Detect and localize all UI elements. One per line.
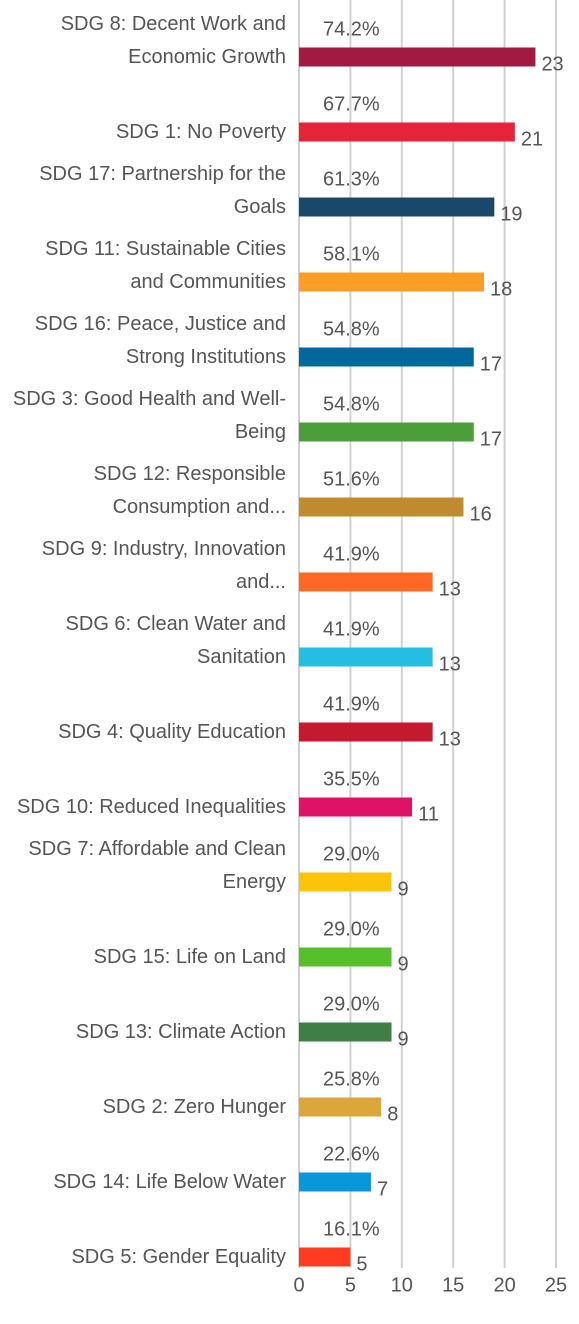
category-label: SDG 11: Sustainable Cities and Communiti… <box>45 237 286 293</box>
category-label: SDG 4: Quality Education <box>58 720 286 743</box>
bar <box>299 497 464 517</box>
category-label: SDG 2: Zero Hunger <box>102 1095 286 1118</box>
value-label: 17 <box>480 353 502 375</box>
bar <box>299 122 515 142</box>
category-label: SDG 13: Climate Action <box>75 1020 286 1043</box>
percent-label: 58.1% <box>323 243 380 265</box>
percent-label: 35.5% <box>323 768 380 790</box>
percent-label: 25.8% <box>323 1068 380 1090</box>
category-label: SDG 8: Decent Work and Economic Growth <box>60 12 286 68</box>
value-label: 13 <box>439 653 461 675</box>
percent-label: 67.7% <box>323 93 380 115</box>
category-label: SDG 12: Responsible Consumption and... <box>93 462 286 518</box>
value-label: 9 <box>398 953 409 975</box>
percent-label: 29.0% <box>323 918 380 940</box>
percent-label: 74.2% <box>323 18 380 40</box>
percent-label: 29.0% <box>323 993 380 1015</box>
category-label: SDG 3: Good Health and Well-Being <box>12 387 286 443</box>
percent-label: 41.9% <box>323 618 380 640</box>
value-label: 16 <box>469 503 491 525</box>
x-tick-label: 0 <box>293 1274 304 1296</box>
percent-label: 41.9% <box>323 693 380 715</box>
bar <box>299 1022 392 1042</box>
bar <box>299 647 433 667</box>
value-label: 9 <box>398 878 409 900</box>
category-label: SDG 6: Clean Water and Sanitation <box>65 612 286 668</box>
bar <box>299 947 392 967</box>
x-tick-label: 25 <box>545 1274 567 1296</box>
value-label: 21 <box>521 128 543 150</box>
bar <box>299 1097 382 1117</box>
bar <box>299 272 485 292</box>
value-label: 18 <box>490 278 512 300</box>
value-label: 13 <box>439 578 461 600</box>
bar <box>299 722 433 742</box>
value-label: 23 <box>541 53 563 75</box>
bar <box>299 797 413 817</box>
category-label: SDG 9: Industry, Innovation and... <box>41 537 286 593</box>
x-tick-label: 20 <box>493 1274 515 1296</box>
x-tick-label: 5 <box>345 1274 356 1296</box>
percent-label: 22.6% <box>323 1143 380 1165</box>
x-tick-label: 15 <box>442 1274 464 1296</box>
bar <box>299 47 536 67</box>
value-label: 5 <box>356 1253 367 1275</box>
value-label: 11 <box>418 803 439 825</box>
x-tick-label: 10 <box>391 1274 413 1296</box>
value-label: 9 <box>398 1028 409 1050</box>
value-label: 17 <box>480 428 502 450</box>
percent-label: 16.1% <box>323 1218 380 1240</box>
value-label: 19 <box>500 203 522 225</box>
bar <box>299 197 495 217</box>
value-label: 7 <box>377 1178 388 1200</box>
bar <box>299 872 392 892</box>
category-label: SDG 7: Affordable and Clean Energy <box>28 837 286 893</box>
bar <box>299 1172 371 1192</box>
value-label: 8 <box>387 1103 398 1125</box>
category-label: SDG 10: Reduced Inequalities <box>16 795 286 818</box>
percent-label: 41.9% <box>323 543 380 565</box>
bar <box>299 1247 351 1267</box>
bar <box>299 422 474 442</box>
category-label: SDG 15: Life on Land <box>93 945 286 968</box>
category-label: SDG 5: Gender Equality <box>71 1245 286 1268</box>
category-label: SDG 14: Life Below Water <box>53 1170 286 1193</box>
category-label: SDG 16: Peace, Justice and Strong Instit… <box>34 312 286 368</box>
percent-label: 51.6% <box>323 468 380 490</box>
bar <box>299 347 474 367</box>
category-label: SDG 17: Partnership for the Goals <box>39 162 286 218</box>
percent-label: 61.3% <box>323 168 380 190</box>
bar <box>299 572 433 592</box>
percent-label: 29.0% <box>323 843 380 865</box>
percent-label: 54.8% <box>323 393 380 415</box>
category-label: SDG 1: No Poverty <box>115 120 286 143</box>
percent-label: 54.8% <box>323 318 380 340</box>
value-label: 13 <box>439 728 461 750</box>
